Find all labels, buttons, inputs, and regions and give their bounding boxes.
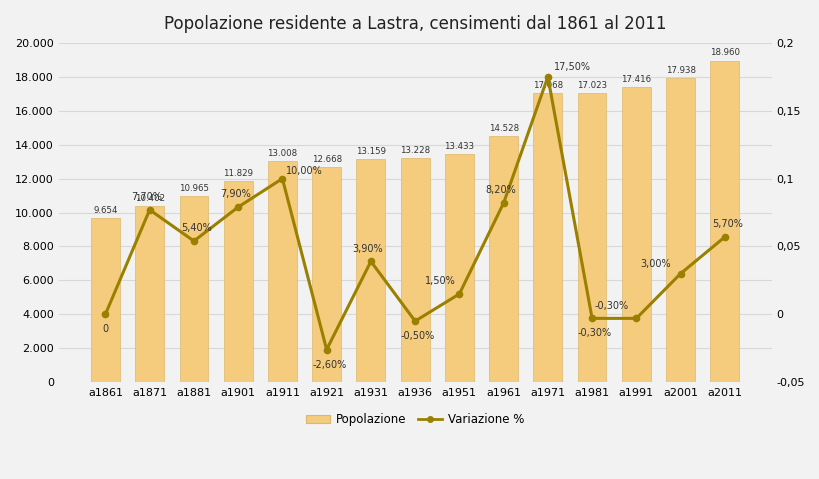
Text: 13.008: 13.008 [267, 149, 297, 159]
Bar [445, 154, 473, 382]
Title: Popolazione residente a Lastra, censimenti dal 1861 al 2011: Popolazione residente a Lastra, censimen… [164, 15, 666, 33]
Bar [533, 92, 562, 382]
Text: 1,50%: 1,50% [424, 276, 455, 286]
Text: 17.023: 17.023 [577, 81, 606, 91]
Text: 17.068: 17.068 [532, 80, 562, 90]
Text: 13.228: 13.228 [400, 146, 430, 155]
Text: -0,30%: -0,30% [577, 329, 611, 339]
Bar [135, 205, 164, 382]
Text: 0: 0 [102, 324, 108, 334]
Text: 17.938: 17.938 [665, 66, 695, 75]
Text: -0,50%: -0,50% [400, 331, 435, 341]
Text: 17,50%: 17,50% [554, 62, 590, 72]
Text: 14.528: 14.528 [488, 124, 518, 133]
Text: 10,00%: 10,00% [286, 166, 323, 176]
Text: 10.402: 10.402 [134, 194, 165, 203]
Text: 9.654: 9.654 [93, 206, 117, 216]
Text: 7,90%: 7,90% [219, 189, 251, 199]
Bar [400, 158, 429, 382]
Text: 18.960: 18.960 [709, 48, 739, 57]
Bar [622, 87, 650, 382]
Text: 8,20%: 8,20% [485, 185, 516, 195]
Text: 13.159: 13.159 [355, 147, 386, 156]
Text: 13.433: 13.433 [444, 142, 474, 151]
Text: -2,60%: -2,60% [312, 360, 346, 370]
Text: 12.668: 12.668 [311, 155, 342, 164]
Legend: Popolazione, Variazione %: Popolazione, Variazione % [301, 408, 528, 431]
Text: 5,70%: 5,70% [712, 219, 742, 229]
Bar [312, 167, 341, 382]
Text: 10.965: 10.965 [179, 184, 209, 193]
Bar [224, 182, 252, 382]
Bar [356, 159, 385, 382]
Bar [91, 218, 120, 382]
Bar [577, 93, 606, 382]
Bar [709, 60, 738, 382]
Text: 3,90%: 3,90% [352, 244, 383, 254]
Bar [665, 78, 695, 382]
Text: 3,00%: 3,00% [640, 259, 670, 269]
Text: -0,30%: -0,30% [594, 301, 627, 311]
Bar [268, 161, 296, 382]
Text: 17.416: 17.416 [621, 75, 650, 84]
Bar [489, 136, 518, 382]
Bar [179, 196, 208, 382]
Text: 5,40%: 5,40% [181, 223, 212, 233]
Text: 7,70%: 7,70% [131, 192, 162, 202]
Text: 11.829: 11.829 [223, 170, 253, 179]
